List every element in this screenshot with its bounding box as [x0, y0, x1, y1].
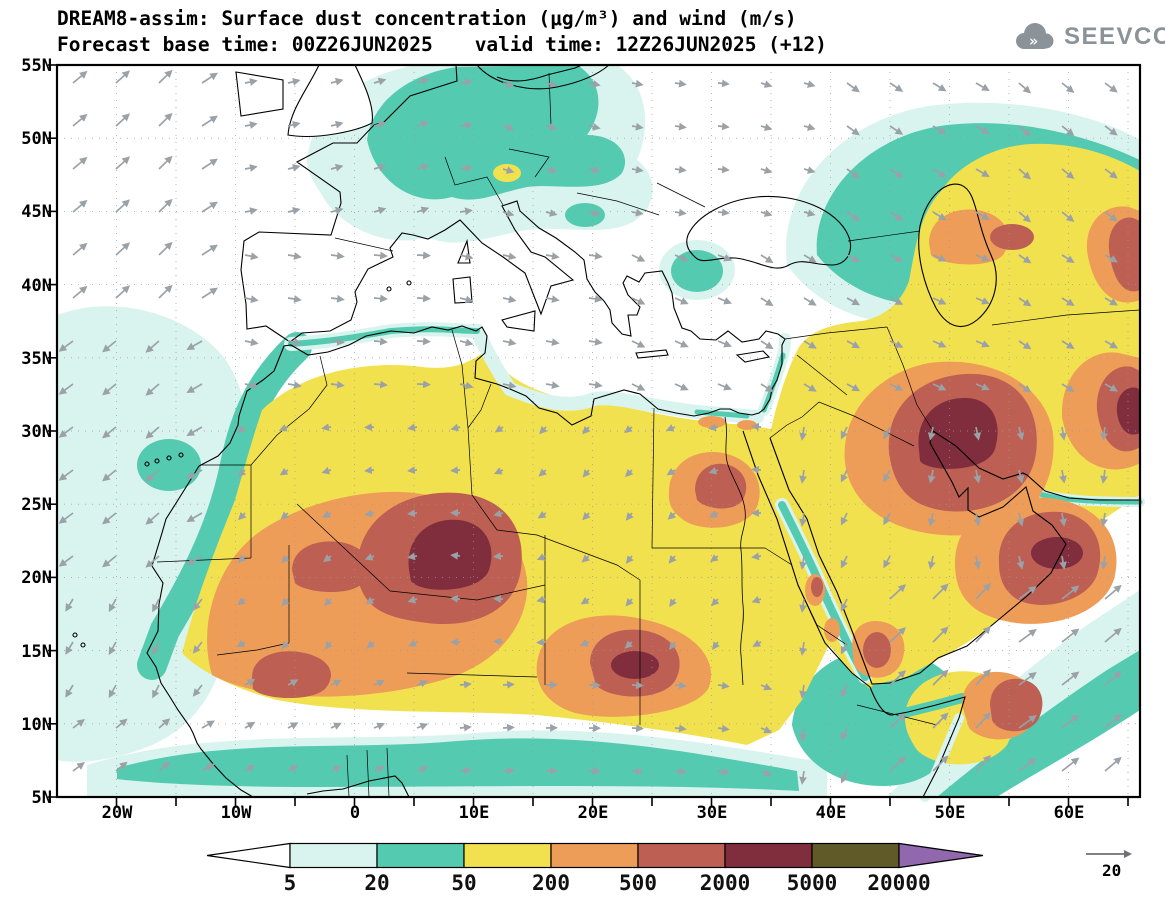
lon-tick-label: 20E — [577, 803, 609, 823]
ireland-coast — [235, 71, 284, 117]
wind-reference-arrow: 20 — [1086, 849, 1133, 880]
balearic-island — [406, 280, 412, 286]
colorbar-segment-5-20 — [289, 842, 378, 869]
great-britain-coast — [287, 64, 373, 137]
lat-tick-label: 10N — [21, 715, 52, 735]
plot-subtitle: Forecast base time: 00Z26JUN2025 valid ti… — [57, 33, 827, 56]
colorbar-segment-above-20000 — [898, 842, 984, 869]
lat-tick-label: 25N — [21, 495, 52, 515]
colorbar-tick-label: 5 — [283, 871, 297, 895]
lat-tick-label: 40N — [21, 276, 52, 296]
colorbar-segment-50-200 — [463, 842, 552, 869]
colorbar-segment-20-50 — [376, 842, 465, 869]
wind-reference-value: 20 — [1102, 861, 1121, 880]
colorbar-tick-label: 20 — [364, 871, 390, 895]
cyprus — [735, 350, 771, 363]
canary-island — [144, 461, 150, 467]
corsica — [457, 238, 471, 264]
canary-island — [178, 452, 184, 458]
lat-tick-label: 5N — [31, 788, 52, 808]
colorbar-tick-label: 2000 — [699, 871, 751, 895]
colorbar-tick-label: 5000 — [786, 871, 838, 895]
graticule — [57, 65, 1140, 797]
canary-island — [154, 458, 160, 464]
logo-text: SEEVCCC — [1064, 23, 1165, 50]
valid-time: valid time: 12Z26JUN2025 (+12) — [474, 33, 827, 56]
lat-tick-label: 20N — [21, 568, 52, 588]
lat-tick-label: 15N — [21, 642, 52, 662]
lon-tick-label: 50E — [934, 803, 966, 823]
lon-tick-label: 10W — [220, 803, 252, 823]
lat-tick-label: 30N — [21, 422, 52, 442]
baltic-coast — [496, 64, 583, 82]
cape-verde-island — [80, 642, 86, 648]
chevrons-glyph: » — [1029, 32, 1038, 50]
balearic-island — [386, 286, 392, 292]
plot-title: DREAM8-assim: Surface dust concentration… — [57, 7, 797, 30]
caspian-sea — [918, 183, 997, 328]
lon-tick-label: 10E — [458, 803, 490, 823]
iran-gulf-coast — [932, 430, 1140, 501]
colorbar-segment-500-2000 — [637, 842, 726, 869]
sicily — [501, 310, 536, 332]
wind-reference-legend: 20 — [1082, 842, 1142, 892]
canary-island — [166, 455, 172, 461]
lat-tick-label: 55N — [21, 56, 52, 76]
colorbar-scale — [206, 842, 984, 869]
dust-extent-2000-5000 — [408, 387, 1140, 679]
gulf-of-guinea-coast — [306, 775, 410, 798]
country-borders — [156, 72, 1141, 798]
seevccc-logo: » SEEVCCC — [1012, 22, 1165, 52]
colorbar: 5 20 50 200 500 2000 5000 20000 — [205, 842, 995, 902]
wind-vectors — [58, 69, 1122, 785]
somalia-coast — [869, 686, 966, 798]
lon-tick-label: 60E — [1053, 803, 1085, 823]
lat-tick-label: 50N — [21, 129, 52, 149]
axis-ticks — [48, 64, 1129, 806]
map-canvas — [48, 63, 1145, 806]
colorbar-segment-below-5 — [206, 842, 291, 869]
black-sea — [686, 195, 852, 269]
colorbar-tick-label: 20000 — [867, 871, 931, 895]
lon-tick-label: 20W — [101, 803, 133, 823]
colorbar-tick-label: 500 — [619, 871, 657, 895]
lat-tick-label: 45N — [21, 202, 52, 222]
cape-verde-island — [72, 632, 78, 638]
coastline-path — [146, 64, 786, 798]
colorbar-segment-5000-20000 — [811, 842, 900, 869]
colorbar-segment-2000-5000 — [724, 842, 813, 869]
cloud-icon: » — [1016, 23, 1054, 50]
lon-tick-label: 0 — [349, 803, 361, 823]
lon-tick-label: 30E — [696, 803, 728, 823]
colorbar-segment-200-500 — [550, 842, 639, 869]
crete — [635, 349, 669, 359]
colorbar-tick-label: 50 — [451, 871, 477, 895]
forecast-base-time: Forecast base time: 00Z26JUN2025 — [57, 33, 433, 56]
lat-tick-label: 35N — [21, 349, 52, 369]
colorbar-tick-label: 200 — [532, 871, 570, 895]
nile-river — [724, 416, 746, 686]
lon-tick-label: 40E — [815, 803, 847, 823]
